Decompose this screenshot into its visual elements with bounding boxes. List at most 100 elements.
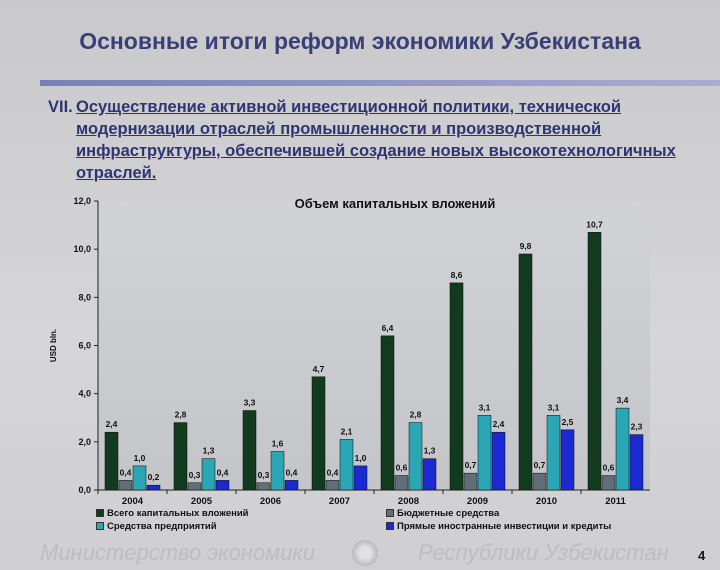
data-label: 2,4 xyxy=(493,419,505,429)
data-label: 0,6 xyxy=(603,463,615,473)
x-tick-label: 2009 xyxy=(467,496,488,507)
bar-2-2007 xyxy=(339,439,354,491)
page-number: 4 xyxy=(698,548,706,563)
bar-1-2004 xyxy=(118,480,133,491)
section-heading: VII. Осуществление активной инвестиционн… xyxy=(48,96,688,184)
bar-1-2009 xyxy=(463,472,478,491)
legend-label: Прямые иностранные инвестиции и кредиты xyxy=(397,521,612,532)
footer-country: Республики Узбекистан xyxy=(418,540,669,565)
data-label: 0,4 xyxy=(286,467,298,477)
bar-0-2005 xyxy=(173,422,188,491)
section-text: Осуществление активной инвестиционной по… xyxy=(76,98,676,182)
data-label: 1,0 xyxy=(355,453,367,463)
data-label: 1,3 xyxy=(203,446,215,456)
data-label: 0,3 xyxy=(189,470,201,480)
data-label: 0,7 xyxy=(465,460,477,470)
bar-1-2011 xyxy=(601,475,616,491)
data-label: 3,3 xyxy=(244,398,256,408)
data-label: 2,1 xyxy=(341,426,353,436)
data-label: 2,4 xyxy=(106,419,118,429)
y-axis-label: USD bln. xyxy=(49,329,58,362)
bar-3-2004 xyxy=(146,484,161,491)
x-tick-label: 2006 xyxy=(260,496,281,507)
x-tick-label: 2007 xyxy=(329,496,350,507)
title-divider xyxy=(40,80,720,86)
bar-1-2006 xyxy=(256,482,271,491)
bar-0-2006 xyxy=(242,410,257,491)
bar-3-2006 xyxy=(284,480,299,491)
x-tick-label: 2005 xyxy=(191,496,213,507)
bar-2-2011 xyxy=(615,407,630,491)
bar-3-2005 xyxy=(215,480,230,491)
slide-title: Основные итоги реформ экономики Узбекист… xyxy=(79,28,641,54)
bar-2-2009 xyxy=(477,415,492,491)
bar-2-2006 xyxy=(270,451,285,491)
bar-3-2008 xyxy=(422,458,437,491)
y-tick-label: 6,0 xyxy=(78,341,91,351)
data-label: 0,4 xyxy=(217,467,229,477)
data-label: 2,8 xyxy=(410,410,422,420)
data-label: 9,8 xyxy=(520,241,532,251)
bar-0-2010 xyxy=(518,253,533,491)
bar-2-2008 xyxy=(408,422,423,491)
data-label: 10,7 xyxy=(586,219,603,229)
legend-item: Средства предприятий xyxy=(96,521,217,532)
bar-0-2008 xyxy=(380,335,395,491)
data-label: 0,3 xyxy=(258,470,270,480)
data-label: 1,6 xyxy=(272,438,284,448)
y-tick-label: 0,0 xyxy=(78,485,91,495)
data-label: 4,7 xyxy=(313,364,325,374)
legend-label: Всего капитальных вложений xyxy=(107,508,249,519)
bar-0-2007 xyxy=(311,376,326,491)
y-tick-label: 10,0 xyxy=(73,244,91,254)
legend-swatch xyxy=(96,509,104,517)
data-label: 3,1 xyxy=(479,402,491,412)
legend-label: Средства предприятий xyxy=(107,521,217,532)
data-label: 0,7 xyxy=(534,460,546,470)
bar-2-2010 xyxy=(546,415,561,491)
data-label: 2,5 xyxy=(562,417,574,427)
legend-swatch xyxy=(96,522,104,530)
x-tick-label: 2008 xyxy=(398,496,419,507)
data-label: 1,3 xyxy=(424,446,436,456)
bar-0-2011 xyxy=(587,232,602,491)
data-label: 0,2 xyxy=(148,472,160,482)
bar-1-2010 xyxy=(532,472,547,491)
legend-item: Бюджетные средства xyxy=(386,508,499,519)
data-label: 0,4 xyxy=(120,467,132,477)
y-tick-label: 12,0 xyxy=(73,196,91,206)
legend-item: Всего капитальных вложений xyxy=(96,508,249,519)
footer-ministry: Министерство экономики xyxy=(40,540,316,565)
data-label: 8,6 xyxy=(451,270,463,280)
x-tick-label: 2011 xyxy=(605,496,626,507)
bar-2-2004 xyxy=(132,465,147,491)
section-number: VII. xyxy=(48,98,73,116)
data-label: 3,4 xyxy=(617,395,629,405)
data-label: 1,0 xyxy=(134,453,146,463)
chart-legend: Всего капитальных вложений Бюджетные сред… xyxy=(96,508,696,536)
bar-3-2011 xyxy=(629,434,644,491)
bar-3-2010 xyxy=(560,429,575,491)
data-label: 2,3 xyxy=(631,422,643,432)
legend-label: Бюджетные средства xyxy=(397,508,500,519)
y-tick-label: 8,0 xyxy=(78,292,91,302)
data-label: 0,4 xyxy=(327,467,339,477)
data-label: 0,6 xyxy=(396,463,408,473)
x-tick-label: 2010 xyxy=(536,496,557,507)
y-tick-label: 4,0 xyxy=(78,389,91,399)
x-tick-label: 2004 xyxy=(122,496,144,507)
y-tick-label: 2,0 xyxy=(78,437,91,447)
data-label: 3,1 xyxy=(548,402,560,412)
bar-3-2007 xyxy=(353,465,368,491)
investment-bar-chart: 0,0 2,0 4,0 6,0 8,0 10,0 12,0 USD bln. Объем кап… xyxy=(49,196,650,507)
bar-1-2007 xyxy=(325,480,340,491)
legend-item: Прямые иностранные инвестиции и кредиты xyxy=(386,521,611,532)
legend-swatch xyxy=(386,522,394,530)
legend-swatch xyxy=(386,509,394,517)
bar-2-2005 xyxy=(201,458,216,491)
bar-1-2008 xyxy=(394,475,409,491)
bar-3-2009 xyxy=(491,431,506,491)
state-emblem-icon xyxy=(352,540,378,566)
chart-title: Объем капитальных вложений xyxy=(295,196,496,211)
bar-0-2009 xyxy=(449,282,464,491)
